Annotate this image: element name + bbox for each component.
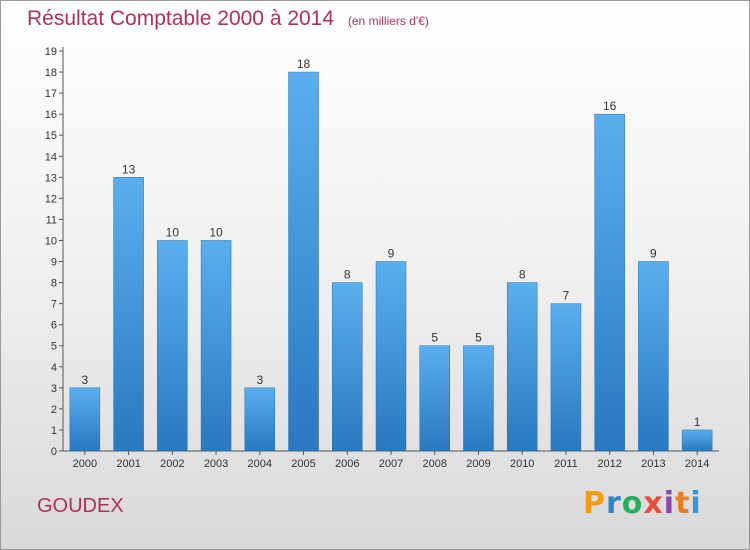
bar-value-label: 18 [297, 57, 311, 71]
bar-2009 [463, 345, 494, 452]
y-tick-label: 0 [51, 446, 57, 458]
x-tick-label: 2007 [379, 458, 403, 470]
y-tick-label: 3 [51, 383, 57, 395]
y-tick-label: 10 [45, 235, 57, 247]
commune-name: GOUDEX [37, 495, 124, 517]
x-axis: 2000 2001 2002 2003 2004 2005 2006 2007 2008 2009… [63, 450, 719, 470]
bar-2004 [244, 387, 276, 452]
x-tick-label: 2011 [554, 458, 578, 470]
bar-value-label: 16 [603, 99, 617, 113]
bars: 3 13 10 10 3 18 8 9 5 5 8 7 16 9 1 [69, 57, 713, 452]
bar-2012 [594, 113, 625, 452]
bar-value-label: 1 [694, 415, 701, 429]
x-tick-label: 2008 [422, 458, 446, 470]
y-tick-label: 9 [51, 257, 57, 269]
x-tick-label: 2005 [291, 458, 315, 470]
bar-value-label: 10 [209, 225, 223, 239]
x-tick-label: 2006 [335, 458, 359, 470]
bar-value-label: 3 [256, 373, 263, 387]
bar-2005 [288, 71, 319, 452]
y-tick-label: 17 [45, 88, 57, 100]
y-tick-label: 15 [45, 130, 57, 142]
bar-value-label: 13 [122, 162, 136, 176]
logo-letter: i [690, 486, 702, 521]
bar-value-label: 10 [166, 225, 180, 239]
bar-2002 [157, 240, 188, 452]
chart-title-text: Résultat Comptable 2000 à 2014 [27, 7, 335, 30]
bar-2008 [419, 345, 450, 452]
bar-value-label: 7 [563, 289, 570, 303]
x-tick-label: 2014 [685, 458, 709, 470]
bar-2010 [506, 282, 538, 452]
bar-2007 [375, 261, 407, 452]
chart-title: Résultat Comptable 2000 à 2014 (en milli… [27, 7, 429, 31]
logo-letter: x [643, 486, 664, 521]
y-tick-label: 12 [45, 193, 57, 205]
x-tick-label: 2003 [204, 458, 228, 470]
y-tick-label: 14 [45, 151, 57, 163]
y-tick-label: 1 [51, 425, 57, 437]
x-tick-label: 2000 [73, 458, 97, 470]
bar-value-label: 5 [431, 331, 438, 345]
bar-value-label: 9 [388, 247, 395, 261]
x-tick-label: 2009 [466, 458, 490, 470]
bar-2001 [113, 177, 144, 452]
y-tick-label: 8 [51, 278, 57, 290]
bar-value-label: 8 [519, 268, 526, 282]
chart-subtitle: (en milliers d'€) [347, 14, 429, 28]
bar-2013 [638, 261, 669, 452]
y-tick-label: 13 [45, 172, 57, 184]
bar-2011 [550, 303, 582, 452]
bar-value-label: 8 [344, 268, 351, 282]
logo-letter: i [663, 486, 676, 521]
bar-2006 [332, 282, 363, 452]
logo-letter: P [583, 486, 606, 521]
bar-2000 [69, 387, 101, 452]
x-tick-label: 2010 [510, 458, 534, 470]
x-tick-label: 2004 [248, 458, 272, 470]
bar-value-label: 9 [650, 247, 657, 261]
logo-letter: t [675, 486, 691, 521]
x-tick-label: 2001 [116, 458, 140, 470]
bar-2014 [681, 429, 713, 452]
y-tick-label: 18 [45, 67, 57, 79]
bar-2003 [200, 240, 232, 452]
logo-letter: r [606, 486, 622, 521]
x-tick-label: 2002 [160, 458, 184, 470]
y-tick-label: 2 [51, 404, 57, 416]
y-tick-label: 16 [45, 109, 57, 121]
proxiti-logo: Proxiti [583, 486, 702, 521]
y-tick-label: 4 [51, 362, 57, 374]
bar-value-label: 5 [475, 331, 482, 345]
logo-letter: o [621, 486, 644, 521]
x-tick-label: 2012 [597, 458, 621, 470]
y-tick-label: 7 [51, 299, 57, 311]
y-tick-label: 5 [51, 341, 57, 353]
y-tick-label: 6 [51, 320, 57, 332]
y-tick-label: 11 [46, 214, 57, 226]
bar-value-label: 3 [82, 373, 89, 387]
y-tick-label: 19 [45, 46, 57, 58]
x-tick-label: 2013 [641, 458, 665, 470]
